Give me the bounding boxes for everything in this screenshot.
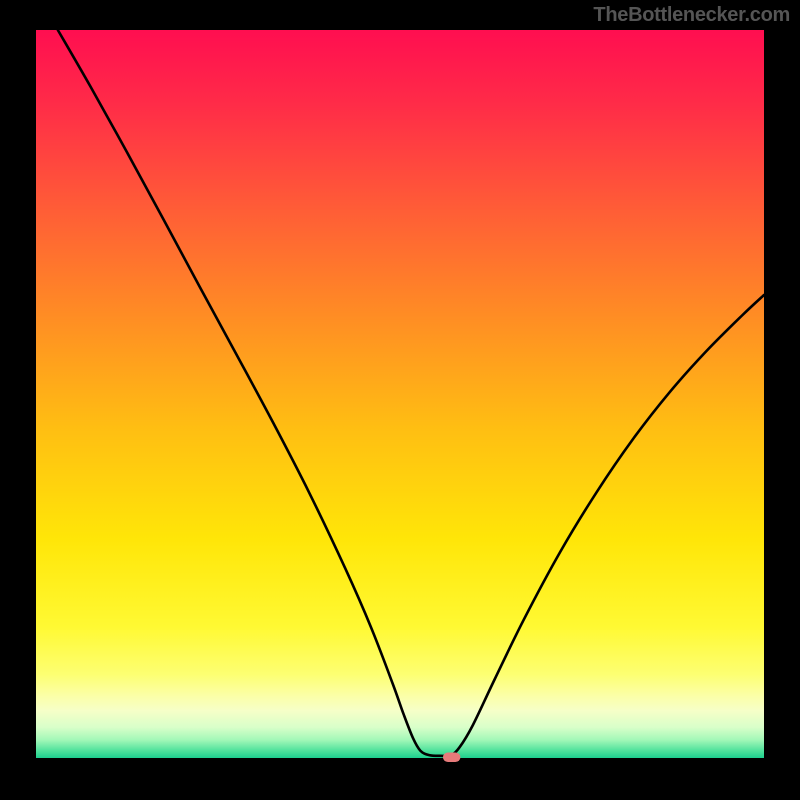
watermark-label: TheBottlenecker.com: [593, 4, 790, 27]
plot-background: [36, 30, 764, 758]
optimum-marker: [443, 753, 460, 762]
bottleneck-chart: [0, 0, 800, 800]
chart-container: TheBottlenecker.com: [0, 0, 800, 800]
